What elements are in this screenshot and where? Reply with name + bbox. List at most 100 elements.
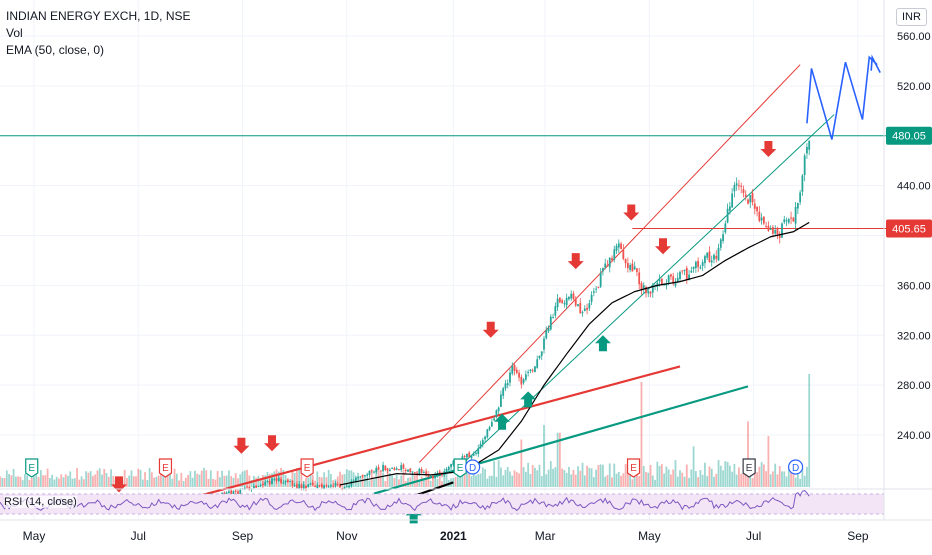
symbol-title[interactable]: INDIAN ENERGY EXCH, 1D, NSE: [6, 9, 191, 23]
candle-body: [429, 476, 432, 478]
candle-body: [728, 206, 731, 211]
x-tick-label: Sep: [847, 529, 869, 543]
candle-body: [606, 265, 609, 267]
candle-body: [243, 487, 246, 489]
volume-bar: [262, 475, 264, 487]
candle-body: [631, 263, 634, 272]
volume-bar: [486, 478, 489, 487]
volume-bar: [715, 473, 718, 487]
candle-body: [364, 475, 366, 477]
volume-bar: [160, 468, 162, 487]
candle-body: [391, 467, 394, 469]
candle-body: [511, 365, 514, 374]
event-marker-6[interactable]: E: [742, 458, 756, 478]
candle-body: [320, 484, 323, 488]
candle-body: [336, 484, 339, 486]
volume-bar: [218, 477, 221, 487]
volume-bar: [574, 474, 577, 487]
volume-bar: [17, 476, 20, 487]
volume-bar: [203, 467, 205, 487]
y-tick-label: 320.00: [897, 330, 931, 342]
volume-bar: [384, 481, 387, 487]
volume-bar: [33, 476, 35, 487]
volume-bar: [577, 466, 579, 487]
candle-body: [547, 328, 550, 332]
volume-bar: [790, 465, 792, 487]
volume-bar: [92, 476, 94, 487]
volume-bar: [522, 467, 525, 487]
event-marker-4[interactable]: D: [465, 459, 481, 475]
candle-body: [368, 470, 371, 475]
candle-body: [808, 140, 811, 150]
candle-body: [706, 252, 709, 258]
candle-body: [513, 365, 516, 371]
candle-body: [425, 471, 428, 475]
candle-body: [663, 284, 666, 286]
candle-body: [348, 485, 350, 488]
volume-bar: [194, 470, 196, 487]
axis-layer: 240.00 280.00 320.00 360.00 440.00 520.00 560.…: [23, 0, 932, 543]
event-marker-3[interactable]: E: [453, 458, 467, 478]
volume-bar: [613, 463, 616, 487]
event-marker-1[interactable]: E: [158, 458, 173, 478]
volume-bar: [187, 474, 190, 487]
volume-bar: [733, 463, 736, 487]
volume-bar: [758, 466, 761, 487]
event-marker-5[interactable]: E: [626, 458, 641, 478]
event-marker-7[interactable]: D: [787, 459, 804, 475]
candle-body: [400, 465, 403, 471]
volume-bar: [37, 477, 40, 487]
event-letter: E: [28, 463, 35, 474]
candle-body: [438, 472, 441, 474]
rsi-legend[interactable]: RSI (14, close): [4, 496, 77, 508]
candle-body: [715, 255, 718, 259]
volume-bar: [656, 461, 659, 487]
up-arrow-2: [520, 391, 537, 408]
volume-bar: [282, 469, 285, 487]
volume-bar: [425, 477, 428, 487]
candle-body: [681, 270, 684, 272]
volume-bar: [46, 468, 49, 487]
candle-body: [475, 452, 477, 454]
volume-legend[interactable]: Vol: [6, 26, 23, 40]
volume-bar: [259, 479, 262, 487]
event-marker-0[interactable]: E: [25, 458, 39, 478]
volume-bar: [735, 474, 738, 487]
candle-body: [638, 272, 641, 285]
candle-body: [787, 219, 790, 223]
volume-bar: [597, 464, 600, 487]
volume-bar: [749, 474, 752, 487]
volume-bar: [461, 471, 464, 487]
volume-bar: [620, 475, 622, 487]
volume-bar: [808, 374, 811, 487]
volume-bar: [221, 470, 224, 487]
candle-body: [411, 471, 414, 473]
volume-bar: [640, 381, 643, 487]
candle-body: [719, 239, 722, 248]
currency-badge[interactable]: INR: [896, 8, 927, 26]
volume-bar: [85, 471, 88, 487]
volume-bar: [214, 479, 217, 487]
volume-bar: [189, 471, 192, 487]
candle-body: [246, 486, 248, 488]
volume-bar: [175, 473, 178, 487]
candle-body: [343, 487, 346, 489]
earnings-icon: [742, 458, 756, 478]
volume-bar: [379, 471, 382, 487]
volume-bar: [572, 469, 575, 487]
candle-body: [581, 312, 584, 314]
event-marker-2[interactable]: E: [300, 458, 314, 478]
candle-body: [225, 492, 228, 495]
candle-body: [611, 258, 613, 261]
volume-bar: [765, 471, 768, 487]
candle-body: [704, 256, 706, 264]
earnings-icon: [453, 458, 467, 478]
volume-bar: [432, 477, 434, 487]
candle-body: [273, 478, 276, 480]
ema-legend[interactable]: EMA (50, close, 0): [6, 43, 105, 57]
volume-bar: [769, 474, 772, 487]
volume-bar: [126, 477, 128, 487]
volume-bar: [157, 475, 160, 487]
